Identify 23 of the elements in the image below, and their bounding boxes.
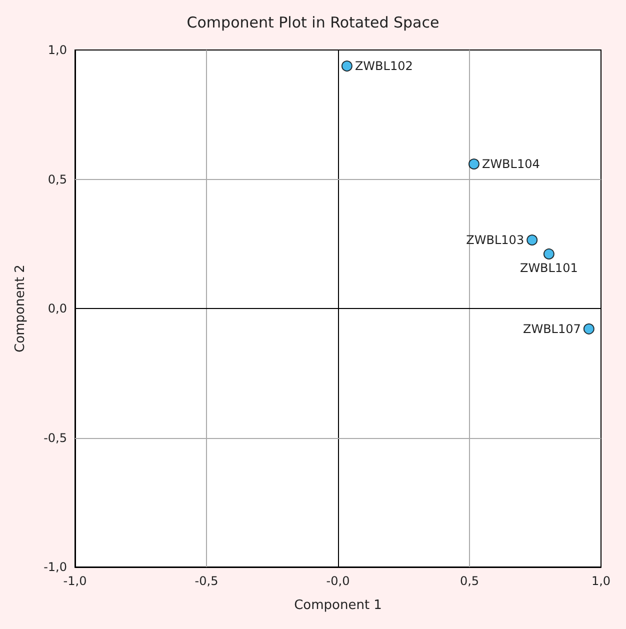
point [543,248,554,260]
y-tick-label: 0,5 [48,172,67,186]
annotation: ZWBL101 [520,260,578,275]
chart-title: Component Plot in Rotated Space [186,14,440,32]
point [526,234,538,246]
y-tick-label: 1,0 [48,43,67,57]
annotation: ZWBL103 [466,232,524,247]
annotation: ZWBL104 [482,157,540,171]
annotation: ZWBL107 [522,322,581,336]
x-tick-label: -0,0 [326,574,350,588]
x-tick-label: 0,5 [460,574,480,588]
point [341,60,352,72]
y-tick-label: -0,5 [44,430,67,445]
x-tick-label: -1,0 [63,574,87,588]
x-tick-label: -0,5 [194,574,218,588]
point [468,158,480,170]
x-axis-title: Component 1 [294,598,382,613]
point [583,323,594,334]
y-tick-label: 0,0 [48,302,67,316]
x-tick-label: 1,0 [591,574,611,588]
y-axis-title: Component 2 [13,264,28,352]
y-tick-label: -1,0 [44,560,67,574]
annotation: ZWBL102 [354,59,413,74]
